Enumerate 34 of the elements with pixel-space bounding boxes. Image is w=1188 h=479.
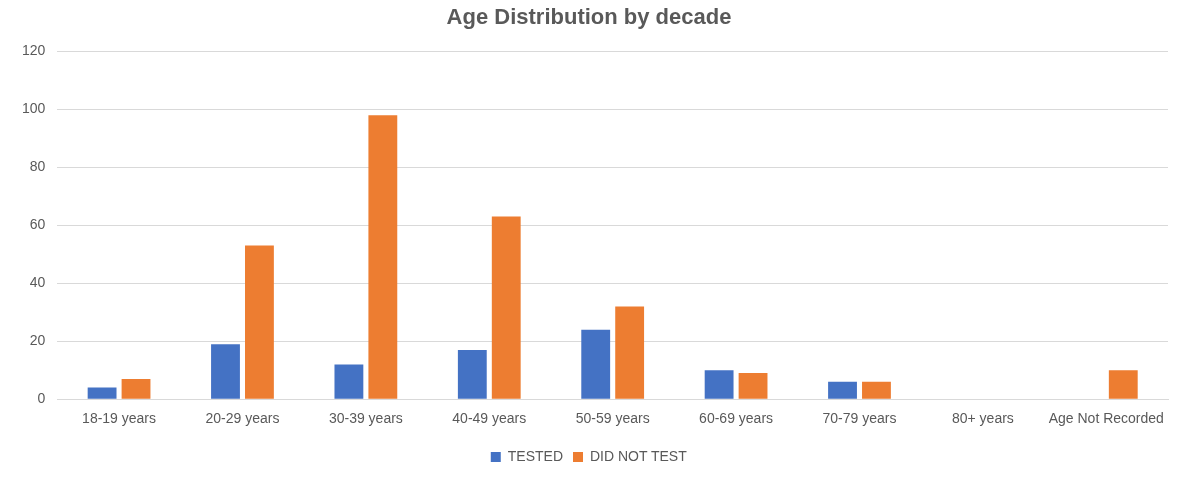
x-tick-label: 30-39 years [328,410,403,427]
bar [704,370,734,399]
chart-title: Age Distribution by decade [446,4,732,30]
x-tick-label: 20-29 years [205,410,280,427]
x-tick-label: 80+ years [951,410,1014,427]
bar [828,381,857,399]
bar [245,245,274,399]
y-tick-label: 80 [29,158,46,175]
bar [211,344,240,399]
y-tick-label: 100 [22,100,46,117]
x-tick-label: 60-69 years [699,410,774,427]
y-tick-label: 20 [29,332,46,349]
bar [87,387,117,399]
bar [1108,370,1138,399]
bar [581,329,611,399]
y-tick-label: 0 [37,390,46,407]
legend-label: DID NOT TEST [590,447,688,464]
x-tick-label: 50-59 years [575,410,650,427]
bar [334,364,364,399]
bar [738,373,768,399]
bar [615,306,645,399]
x-tick-label: 70-79 years [822,410,897,427]
y-tick-label: 120 [22,42,46,59]
y-tick-label: 40 [29,274,46,291]
bar [121,378,151,399]
x-tick-label: 40-49 years [452,410,527,427]
bar [457,349,487,399]
x-tick-label: 18-19 years [82,410,157,427]
bar [862,381,891,399]
bar [368,115,398,399]
x-tick-label: Age Not Recorded [1048,410,1164,427]
y-tick-label: 60 [29,216,46,233]
bar [491,216,521,399]
legend-label: TESTED [507,447,564,464]
